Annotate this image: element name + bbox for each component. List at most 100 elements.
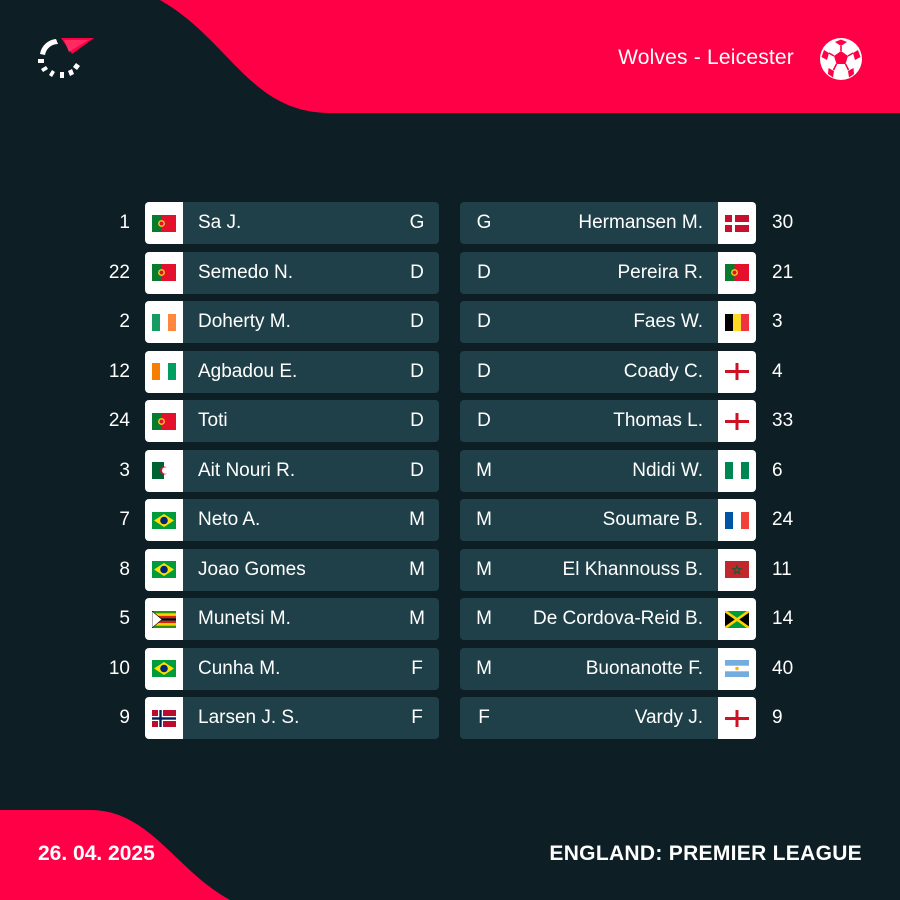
brazil-flag-icon: [152, 561, 176, 578]
nationality-flag-box: [145, 301, 183, 343]
flashscore-logo-icon: [38, 38, 94, 78]
shirt-number: 7: [119, 509, 130, 530]
home-player-card[interactable]: Cunha M. F: [145, 647, 439, 690]
away-player-row: 21 Pereira R. D: [0, 251, 900, 294]
home-player-card[interactable]: Ait Nouri R. D: [145, 449, 439, 492]
nationality-flag-box: [718, 647, 756, 690]
player-name: Vardy J.: [634, 707, 703, 728]
home-player-row: 24 Toti D: [0, 400, 900, 442]
shirt-number: 4: [772, 360, 783, 382]
header-banner: [160, 0, 900, 113]
shirt-number: 22: [108, 261, 130, 283]
nationality-flag-box: [145, 548, 183, 591]
player-position: F: [478, 707, 490, 728]
shirt-number: 3: [119, 459, 130, 481]
home-player-card[interactable]: Neto A. M: [145, 499, 439, 541]
player-name: Agbadou E.: [198, 360, 298, 382]
zimbabwe-flag-icon: [152, 610, 176, 628]
away-player-row: 4 Coady C. D: [0, 350, 900, 393]
nationality-flag-box: [145, 697, 183, 739]
player-name: Munetsi M.: [198, 608, 291, 629]
player-position: D: [477, 360, 491, 382]
away-player-card[interactable]: Ndidi W. M: [460, 449, 756, 492]
portugal-flag-icon: [152, 214, 176, 232]
player-name: Cunha M.: [198, 657, 281, 679]
nationality-flag-box: [718, 350, 756, 393]
home-player-card[interactable]: Toti D: [145, 400, 439, 442]
england-flag-icon: [725, 412, 749, 430]
away-player-row: 3 Faes W. D: [0, 301, 900, 343]
nigeria-flag-icon: [725, 462, 749, 479]
shirt-number: 8: [119, 558, 130, 580]
away-player-row: 9 Vardy J. F: [0, 697, 900, 739]
away-player-card[interactable]: Buonanotte F. M: [460, 647, 756, 690]
brazil-flag-icon: [152, 660, 176, 677]
shirt-number: 5: [119, 608, 130, 629]
nationality-flag-box: [718, 251, 756, 294]
away-player-row: 11 El Khannouss B. M: [0, 548, 900, 591]
away-player-card[interactable]: Hermansen M. G: [460, 202, 756, 244]
league-name: ENGLAND: PREMIER LEAGUE: [549, 842, 862, 865]
away-player-card[interactable]: Thomas L. D: [460, 400, 756, 442]
player-name: Joao Gomes: [198, 558, 306, 580]
home-player-card[interactable]: Larsen J. S. F: [145, 697, 439, 739]
away-player-card[interactable]: El Khannouss B. M: [460, 548, 756, 591]
player-name: Faes W.: [633, 311, 703, 332]
player-position: D: [410, 261, 424, 283]
nationality-flag-box: [718, 400, 756, 442]
nationality-flag-box: [718, 202, 756, 244]
player-name: El Khannouss B.: [562, 558, 703, 580]
home-player-card[interactable]: Munetsi M. M: [145, 598, 439, 640]
shirt-number: 11: [772, 558, 792, 580]
player-position: M: [476, 509, 492, 530]
morocco-flag-icon: [725, 561, 749, 578]
shirt-number: 1: [119, 212, 130, 233]
shirt-number: 9: [772, 707, 783, 728]
denmark-flag-icon: [725, 214, 749, 232]
player-position: M: [476, 657, 492, 679]
shirt-number: 14: [772, 608, 794, 629]
home-player-card[interactable]: Doherty M. D: [145, 301, 439, 343]
player-position: M: [476, 608, 492, 629]
nationality-flag-box: [145, 400, 183, 442]
home-player-card[interactable]: Semedo N. D: [145, 251, 439, 294]
away-player-card[interactable]: Faes W. D: [460, 301, 756, 343]
match-date: 26. 04. 2025: [38, 842, 155, 865]
player-name: Toti: [198, 410, 228, 431]
away-player-card[interactable]: Soumare B. M: [460, 499, 756, 541]
shirt-number: 33: [772, 410, 794, 431]
shirt-number: 30: [772, 212, 794, 233]
shirt-number: 6: [772, 459, 783, 481]
player-position: D: [477, 311, 491, 332]
player-name: Semedo N.: [198, 261, 294, 283]
ivory-coast-flag-icon: [152, 363, 176, 380]
brazil-flag-icon: [152, 511, 176, 529]
player-position: M: [476, 558, 492, 580]
shirt-number: 21: [772, 261, 794, 283]
player-position: D: [477, 410, 491, 431]
home-player-card[interactable]: Sa J. G: [145, 202, 439, 244]
footer-banner: [0, 810, 230, 900]
home-player-row: 9 Larsen J. S. F: [0, 697, 900, 739]
home-player-card[interactable]: Joao Gomes M: [145, 548, 439, 591]
nationality-flag-box: [718, 301, 756, 343]
away-player-card[interactable]: Coady C. D: [460, 350, 756, 393]
home-player-row: 12 Agbadou E. D: [0, 350, 900, 393]
player-name: Thomas L.: [613, 410, 703, 431]
nationality-flag-box: [718, 499, 756, 541]
player-name: Doherty M.: [198, 311, 291, 332]
away-player-card[interactable]: De Cordova-Reid B. M: [460, 598, 756, 640]
away-player-card[interactable]: Pereira R. D: [460, 251, 756, 294]
home-player-card[interactable]: Agbadou E. D: [145, 350, 439, 393]
away-player-card[interactable]: Vardy J. F: [460, 697, 756, 739]
player-name: Larsen J. S.: [198, 707, 300, 728]
norway-flag-icon: [152, 709, 176, 727]
player-position: D: [410, 360, 424, 382]
away-player-row: 24 Soumare B. M: [0, 499, 900, 541]
player-name: Sa J.: [198, 212, 242, 233]
nationality-flag-box: [145, 202, 183, 244]
shirt-number: 10: [108, 657, 130, 679]
nationality-flag-box: [718, 548, 756, 591]
home-player-row: 2 Doherty M. D: [0, 301, 900, 343]
player-position: F: [411, 657, 423, 679]
